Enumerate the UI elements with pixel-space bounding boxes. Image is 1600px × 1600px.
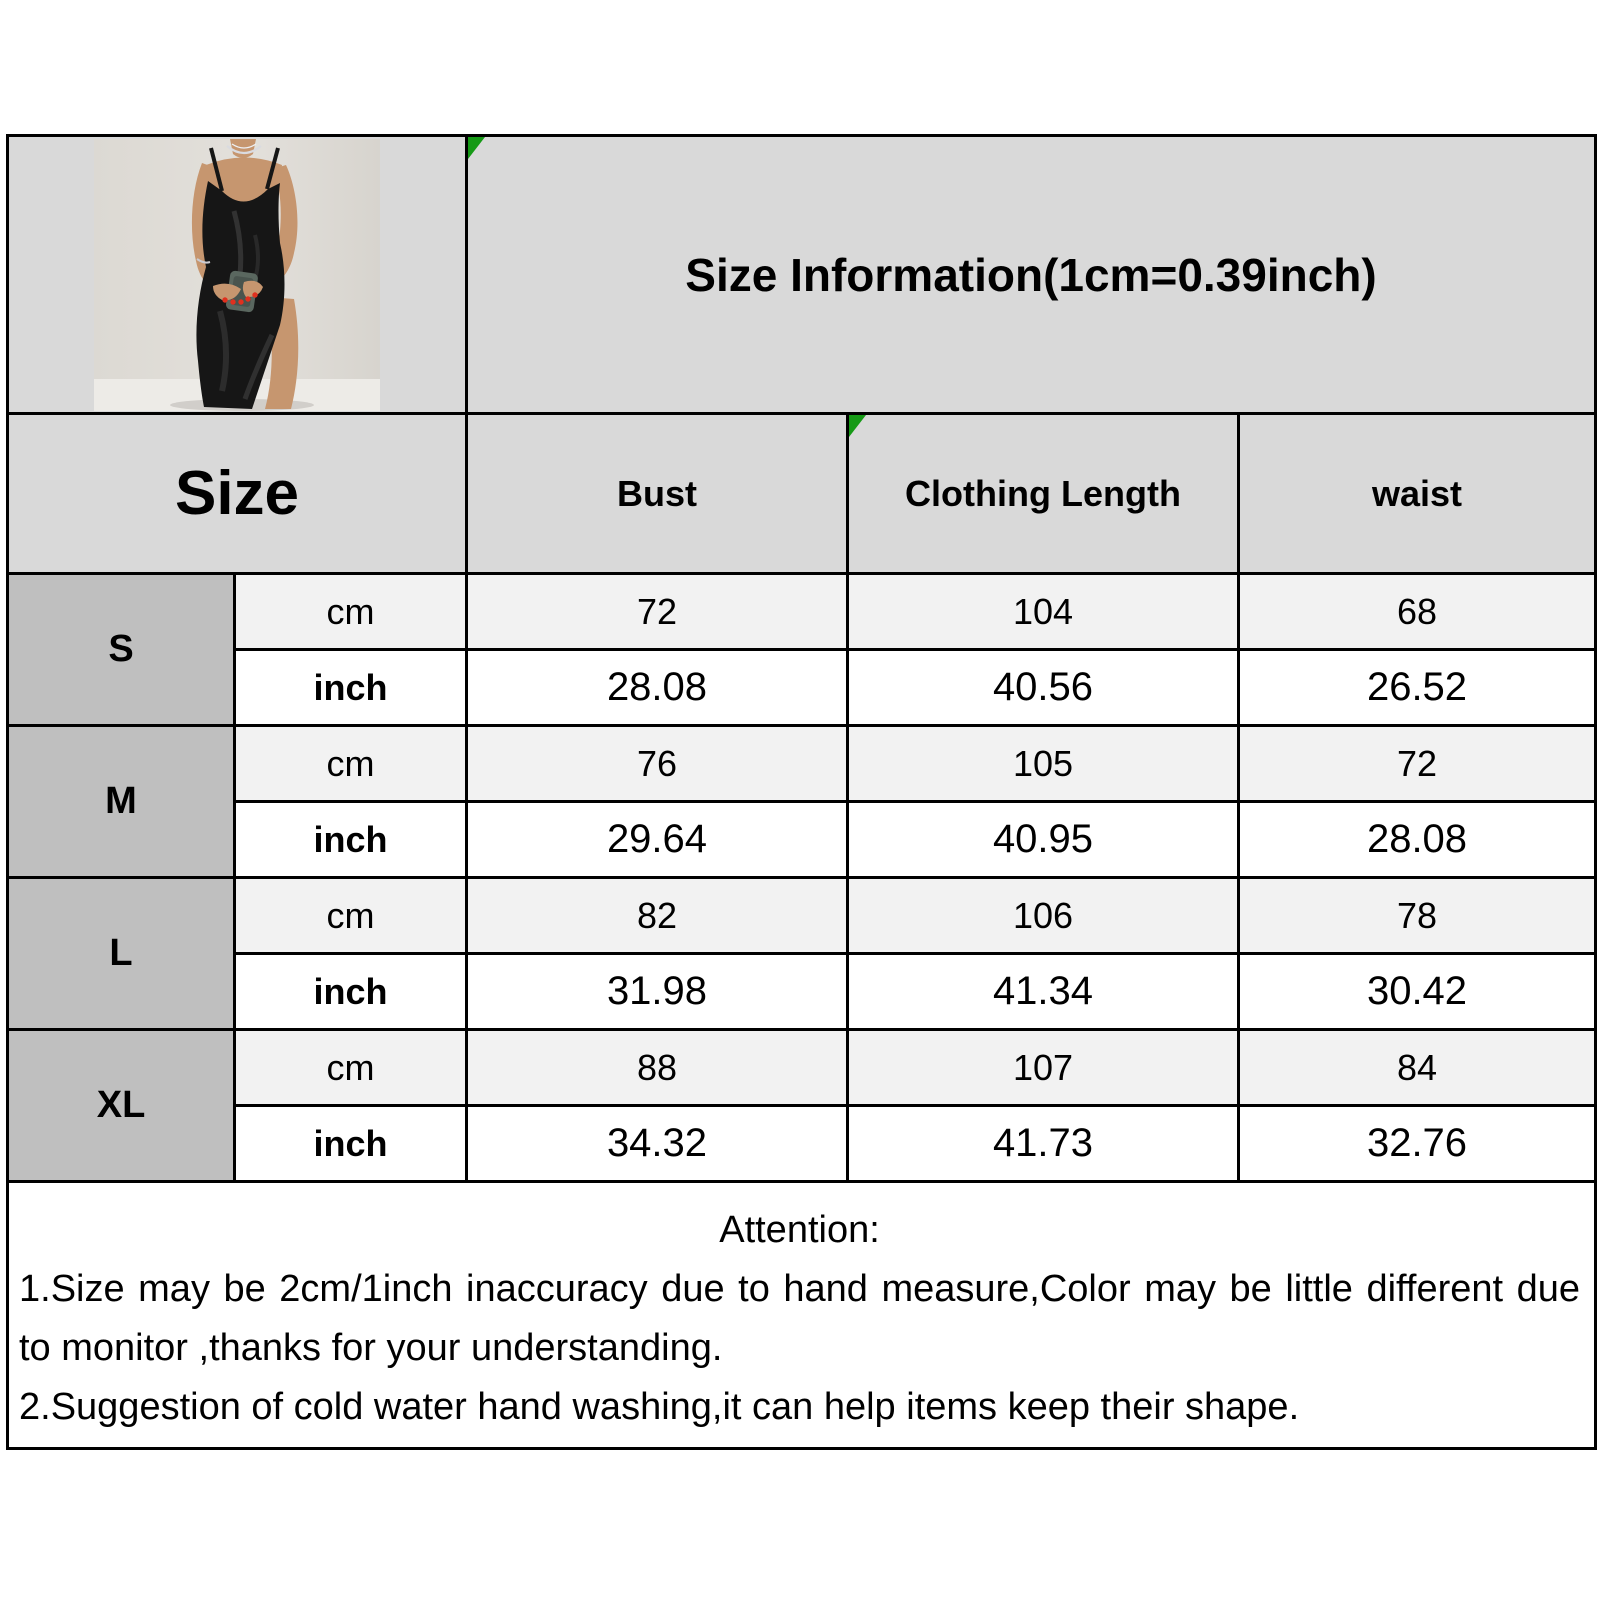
unit-label: cm — [233, 876, 468, 955]
unit-label: cm — [233, 1028, 468, 1107]
size-label-xl: XL — [6, 1028, 236, 1183]
model-figure — [191, 138, 299, 409]
cell-l-cm-bust: 82 — [465, 876, 849, 955]
red-nails — [222, 291, 258, 305]
unit-label: cm — [233, 572, 468, 651]
page-title: Size Information(1cm=0.39inch) — [685, 248, 1377, 301]
attention-note-2: 2.Suggestion of cold water hand washing,… — [19, 1385, 1300, 1428]
size-label-m: M — [6, 724, 236, 879]
cell-s-inch-waist: 26.52 — [1236, 648, 1598, 727]
attention-heading: Attention: — [719, 1209, 880, 1252]
row-xl-cm: XL cm 88 107 84 — [6, 1028, 1598, 1183]
cell-m-cm-bust: 76 — [465, 724, 849, 803]
cell-xl-cm-waist: 84 — [1236, 1028, 1598, 1107]
corner-marker-icon — [850, 416, 866, 437]
cell-s-inch-length: 40.56 — [846, 648, 1240, 727]
unit-label: inch — [233, 952, 468, 1031]
cell-l-cm-length: 106 — [846, 876, 1240, 955]
row-m-cm: M cm 76 105 72 — [6, 724, 1598, 879]
cell-xl-cm-bust: 88 — [465, 1028, 849, 1107]
dress-strap — [209, 147, 224, 191]
attention-note-1: 1.Size may be 2cm/1inch inaccuracy due t… — [19, 1268, 1581, 1369]
cell-l-inch-length: 41.34 — [846, 952, 1240, 1031]
product-photo — [94, 138, 380, 411]
row-l-inch: inch 31.98 41.34 30.42 — [8, 952, 1598, 1031]
cell-m-inch-bust: 29.64 — [465, 800, 849, 879]
cell-xl-inch-bust: 34.32 — [465, 1104, 849, 1183]
row-s-inch: inch 28.08 40.56 26.52 — [8, 648, 1598, 727]
row-xl-inch: inch 34.32 41.73 32.76 — [8, 1104, 1598, 1183]
table-header-row: Size Bust Clothing Length waist — [6, 412, 1598, 575]
cell-l-inch-waist: 30.42 — [1236, 952, 1598, 1031]
dress-strap — [265, 146, 280, 190]
row-m-inch: inch 29.64 40.95 28.08 — [8, 800, 1598, 879]
corner-marker-icon — [469, 138, 485, 159]
necklace — [226, 144, 262, 154]
cell-m-cm-waist: 72 — [1236, 724, 1598, 803]
top-row: Size Information(1cm=0.39inch) — [6, 134, 1598, 415]
cell-s-cm-waist: 68 — [1236, 572, 1598, 651]
attention-row: Attention: 1.Size may be 2cm/1inch inacc… — [5, 1180, 1598, 1450]
unit-label: inch — [233, 800, 468, 879]
cell-m-inch-length: 40.95 — [846, 800, 1240, 879]
cell-m-inch-waist: 28.08 — [1236, 800, 1598, 879]
size-label-l: L — [6, 876, 236, 1031]
cell-l-cm-waist: 78 — [1236, 876, 1598, 955]
column-header-bust: Bust — [465, 412, 849, 575]
size-information-table: Size Information(1cm=0.39inch) Size Bust… — [5, 134, 1598, 1450]
column-header-clothing-length: Clothing Length — [846, 412, 1240, 575]
cell-l-inch-bust: 31.98 — [465, 952, 849, 1031]
row-l-cm: L cm 82 106 78 — [6, 876, 1598, 1031]
product-photo-cell — [6, 134, 468, 415]
unit-label: cm — [233, 724, 468, 803]
cell-xl-inch-length: 41.73 — [846, 1104, 1240, 1183]
column-header-size: Size — [6, 412, 468, 575]
cell-s-cm-length: 104 — [846, 572, 1240, 651]
row-s-cm: S cm 72 104 68 — [6, 572, 1598, 727]
attention-note: Attention: 1.Size may be 2cm/1inch inacc… — [5, 1180, 1598, 1450]
size-label-s: S — [6, 572, 236, 727]
column-header-waist: waist — [1236, 412, 1598, 575]
cell-s-inch-bust: 28.08 — [465, 648, 849, 727]
cell-xl-cm-length: 107 — [846, 1028, 1240, 1107]
cell-m-cm-length: 105 — [846, 724, 1240, 803]
unit-label: inch — [233, 648, 468, 727]
cell-s-cm-bust: 72 — [465, 572, 849, 651]
cell-xl-inch-waist: 32.76 — [1236, 1104, 1598, 1183]
column-header-clothing-length-label: Clothing Length — [905, 472, 1181, 514]
unit-label: inch — [233, 1104, 468, 1183]
size-info-title-cell: Size Information(1cm=0.39inch) — [464, 134, 1598, 415]
